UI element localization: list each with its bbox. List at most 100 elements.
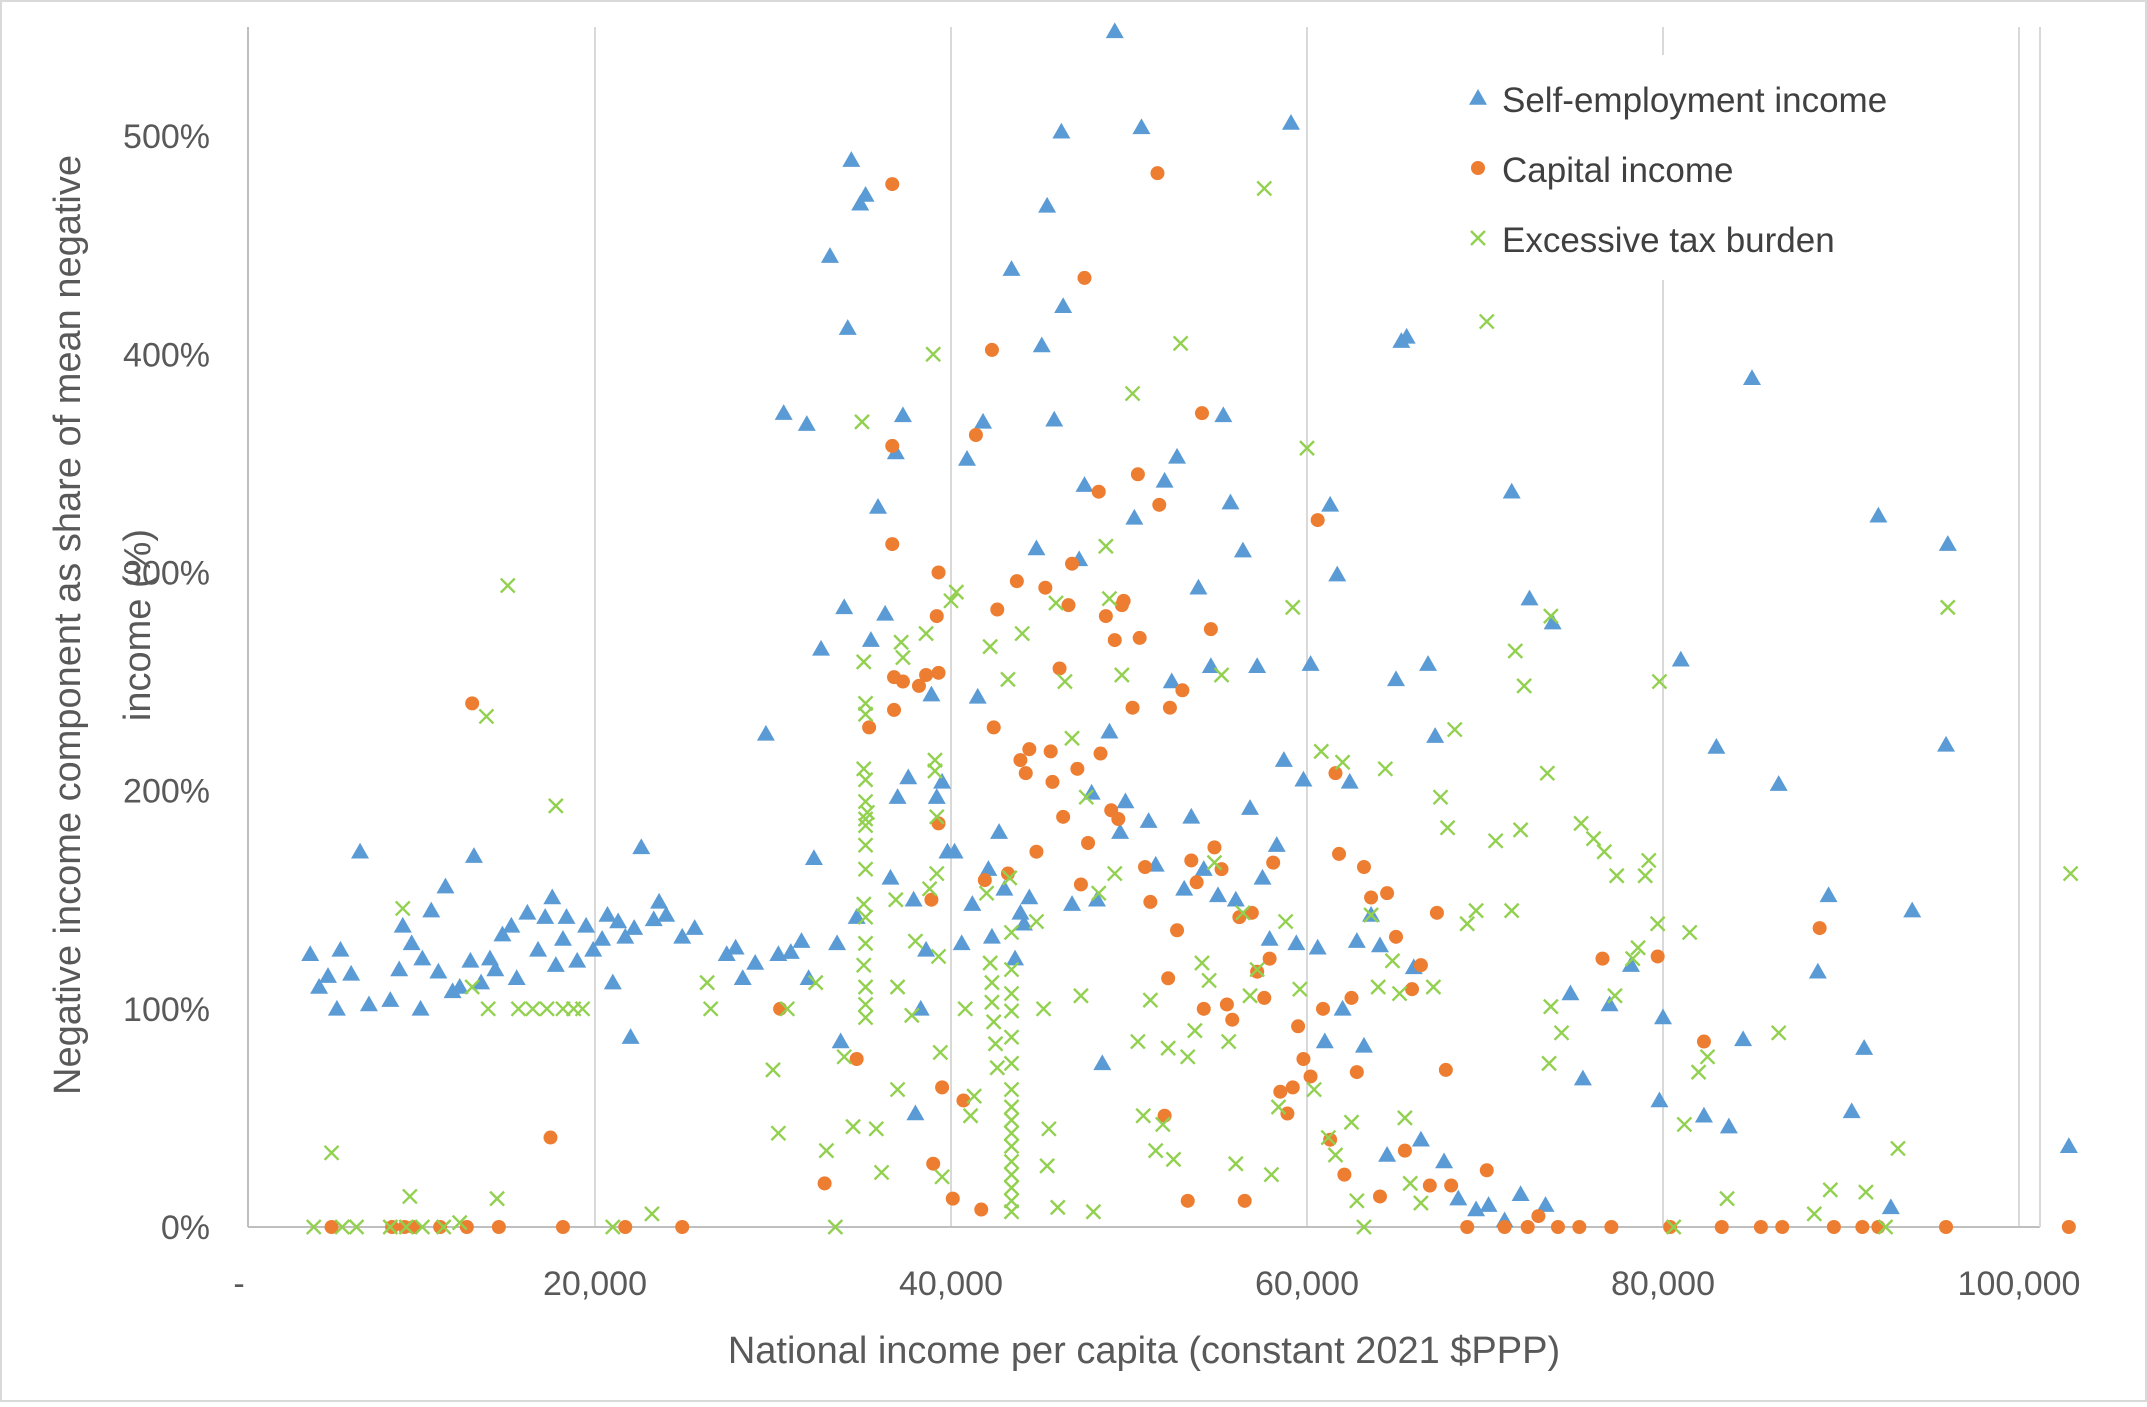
data-point [1543,613,1562,630]
data-point [603,973,622,990]
data-point [1310,513,1325,528]
data-point [926,1156,941,1171]
data-point [1676,1116,1693,1133]
data-point [1081,836,1096,850]
data-point [1438,1062,1453,1077]
data-point [854,414,870,430]
data-point [486,960,505,977]
data-point [382,1219,399,1235]
data-point [717,945,736,962]
data-point [1132,630,1147,645]
data-point [856,186,875,202]
data-point [781,943,800,959]
data-point [1219,997,1234,1012]
data-point [1600,995,1619,1012]
data-point [1714,1220,1729,1234]
data-point [1487,832,1504,849]
data-point [1003,1029,1020,1046]
data-point [1377,760,1394,777]
data-point [928,865,945,882]
data-point [1316,1001,1331,1016]
legend-label: Self-employment income [1502,81,1887,120]
data-point [1604,1220,1619,1234]
data-point [818,1142,835,1159]
data-point [1098,538,1114,555]
data-point [1187,1022,1203,1039]
data-point [984,974,1000,991]
data-point [1106,865,1123,882]
y-axis-title: Negative income component as share of me… [47,155,159,1095]
data-point [873,1164,890,1181]
data-point [1221,493,1240,510]
data-point [1665,1219,1682,1235]
data-point [543,888,562,905]
data-point [616,927,635,944]
data-point [1011,903,1030,920]
data-point [862,720,877,735]
data-point [1719,1190,1735,1207]
data-point [436,877,455,894]
data-point [443,982,462,999]
data-point [925,346,942,363]
data-point [1595,951,1610,966]
data-point [893,634,910,651]
data-point [966,1088,982,1104]
data-point [1315,1032,1334,1049]
data-point [857,861,874,878]
data-point [1027,539,1046,556]
data-point [968,687,987,704]
data-point [1038,580,1053,595]
data-point [644,910,663,927]
data-point [1189,875,1204,890]
data-point [1380,886,1395,901]
data-point [1308,938,1327,955]
data-point [921,880,938,897]
data-point [989,1059,1006,1076]
data-point [1348,1192,1365,1209]
data-point [1038,196,1057,213]
data-point [1819,886,1838,903]
data-point [699,974,715,991]
data-point [310,978,329,994]
data-point [1125,700,1140,715]
data-point [857,706,874,723]
data-point [1344,990,1359,1005]
data-point [1225,1012,1240,1027]
data-point [1349,1065,1364,1080]
data-point [1114,667,1130,683]
data-point [598,906,617,922]
data-point [1029,844,1044,859]
data-point [1052,661,1067,676]
data-point [828,934,847,951]
data-point [1343,1114,1360,1131]
data-point [1003,1179,1020,1196]
data-point [918,625,934,642]
data-point [402,934,421,951]
data-point [1262,951,1277,966]
data-point [1270,1099,1287,1115]
data-point [1630,939,1646,956]
data-point [1663,1220,1678,1234]
data-point [323,1144,340,1161]
data-point [1696,1034,1711,1049]
legend-label: Capital income [1502,151,1734,190]
data-point [381,991,400,1007]
data-point [529,940,548,957]
data-point [1397,1143,1412,1158]
data-point [1250,964,1265,979]
data-point [1155,471,1174,488]
data-point [842,151,861,167]
data-point [807,974,824,991]
data-point [893,406,912,423]
data-point [536,908,555,924]
data-point [919,668,934,682]
data-point [1478,313,1495,330]
data-point [1180,1193,1195,1208]
data-point [1413,1195,1429,1211]
data-point [857,771,874,788]
data-point [827,1219,844,1235]
data-point [1001,870,1018,886]
data-point [1419,655,1438,671]
data-point [1536,1196,1555,1212]
